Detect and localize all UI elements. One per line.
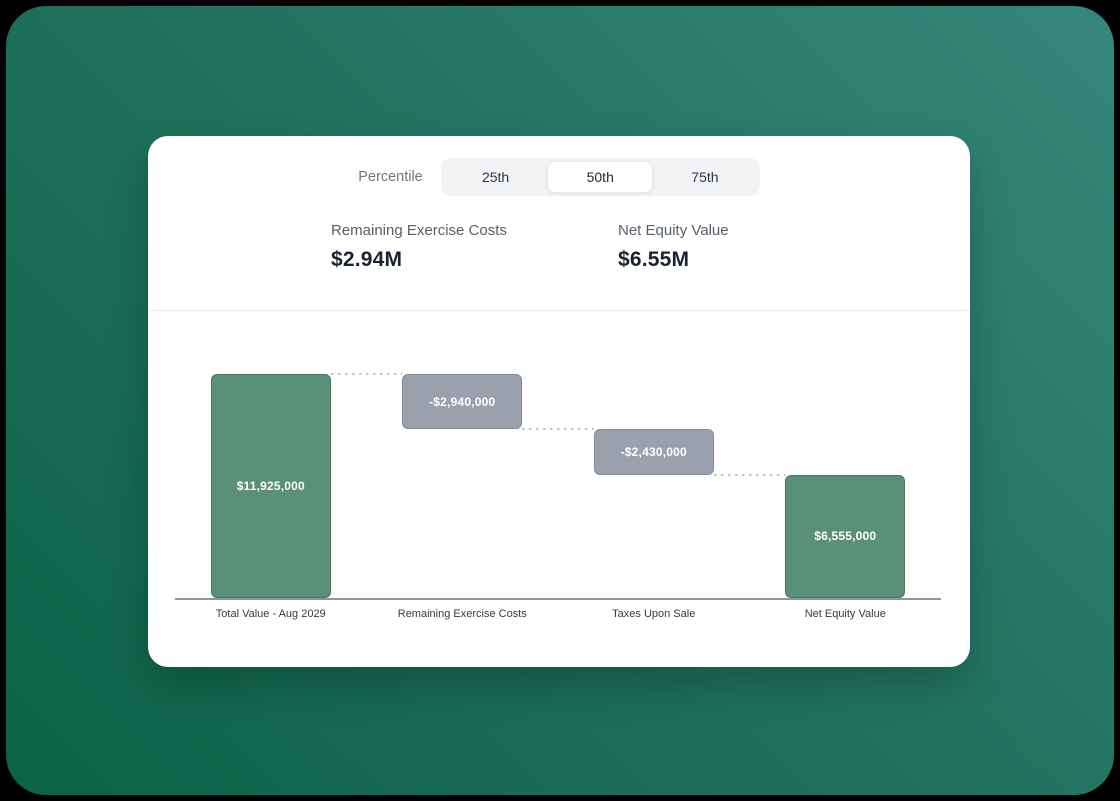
x-axis-label: Net Equity Value — [804, 608, 886, 620]
connector-line — [330, 373, 403, 375]
equity-summary-card: Percentile 25th 50th 75th Remaining Exer… — [148, 136, 970, 667]
percentile-option-75th[interactable]: 75th — [653, 161, 757, 193]
percentile-option-50th[interactable]: 50th — [547, 161, 654, 193]
x-axis-label: Taxes Upon Sale — [612, 608, 696, 620]
stat-label: Net Equity Value — [618, 222, 729, 239]
section-divider — [148, 310, 970, 311]
stat-label: Remaining Exercise Costs — [331, 222, 507, 239]
waterfall-bar: $6,555,000 — [785, 474, 906, 598]
x-axis-label: Total Value - Aug 2029 — [215, 608, 326, 620]
waterfall-bar: -$2,940,000 — [402, 374, 523, 430]
bar-value-label: $6,555,000 — [814, 529, 877, 544]
bar-value-label: -$2,430,000 — [620, 445, 687, 460]
bar-value-label: -$2,940,000 — [429, 394, 496, 409]
stat-remaining-exercise-costs: Remaining Exercise Costs $2.94M — [331, 222, 618, 272]
summary-stats: Remaining Exercise Costs $2.94M Net Equi… — [331, 222, 905, 272]
bar-value-label: $11,925,000 — [236, 479, 305, 493]
percentile-segmented-control: 25th 50th 75th — [440, 158, 760, 196]
percentile-label: Percentile — [358, 169, 423, 185]
connector-line — [522, 428, 594, 431]
waterfall-bar: $11,925,000 — [210, 374, 331, 598]
waterfall-chart: $11,925,000 Total Value - Aug 2029 -$2,940… — [175, 310, 941, 640]
percentile-option-25th[interactable]: 25th — [444, 161, 548, 193]
connector-line — [713, 473, 786, 476]
stat-value: $2.94M — [331, 248, 403, 271]
waterfall-bar: -$2,430,000 — [593, 429, 714, 475]
stat-value: $6.55M — [618, 248, 690, 271]
percentile-row: Percentile 25th 50th 75th — [148, 158, 970, 196]
x-axis-line — [175, 598, 941, 600]
x-axis-label: Remaining Exercise Costs — [397, 608, 527, 620]
stat-net-equity-value: Net Equity Value $6.55M — [618, 222, 905, 272]
